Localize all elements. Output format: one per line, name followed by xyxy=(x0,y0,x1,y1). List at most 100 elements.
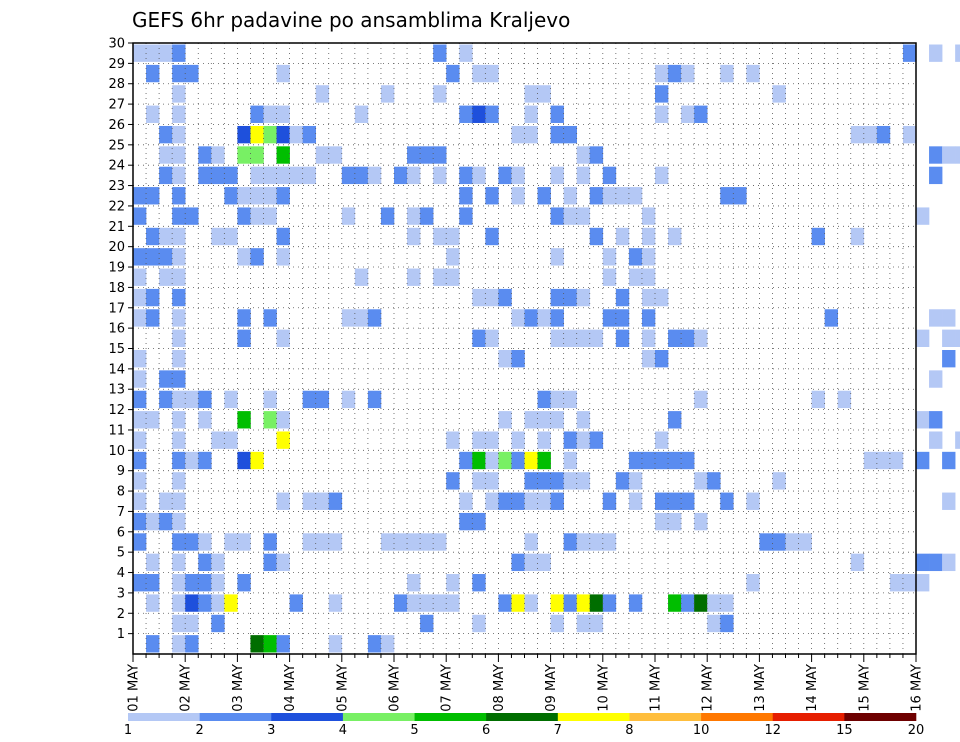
heatmap-cell xyxy=(146,635,160,653)
legend-label: 3 xyxy=(267,723,275,738)
heatmap-cell xyxy=(250,451,264,470)
heatmap-cell xyxy=(720,187,734,205)
heatmap-cell xyxy=(550,411,564,429)
heatmap-cell xyxy=(198,166,212,185)
heatmap-cell xyxy=(655,451,669,470)
heatmap-cell xyxy=(720,614,734,633)
heatmap-cell xyxy=(250,248,264,266)
x-axis: 01 MAY 02 MAY 03 MAY 04 MAY 05 MAY 06 MAY 07 M… xyxy=(127,654,925,712)
heatmap-cell xyxy=(211,227,225,246)
heatmap-cell xyxy=(276,411,290,429)
y-tick-label: 3 xyxy=(117,586,125,601)
y-tick-label: 4 xyxy=(117,566,125,581)
heatmap-cell xyxy=(172,533,186,551)
heatmap-cell xyxy=(916,574,930,592)
heatmap-cell xyxy=(472,472,486,490)
heatmap-cell xyxy=(133,411,147,429)
heatmap-cell xyxy=(707,472,721,490)
heatmap-cell xyxy=(524,411,538,429)
heatmap-cell xyxy=(133,207,147,225)
heatmap-cell xyxy=(524,85,538,103)
heatmap-cell xyxy=(354,166,369,185)
heatmap-cell xyxy=(315,85,330,103)
heatmap-cell xyxy=(955,431,960,449)
heatmap-cell xyxy=(929,309,943,327)
heatmap-cell xyxy=(302,390,316,409)
y-tick-label: 19 xyxy=(108,261,125,276)
heatmap-cell xyxy=(942,492,956,510)
heatmap-cell xyxy=(628,187,643,205)
heatmap-cell xyxy=(146,64,160,83)
heatmap-cell xyxy=(576,329,591,347)
heatmap-cell xyxy=(237,329,251,347)
heatmap-cell xyxy=(211,146,225,164)
heatmap-cell xyxy=(224,594,238,612)
heatmap-cell xyxy=(628,472,643,490)
heatmap-cell xyxy=(263,411,277,429)
heatmap-cell xyxy=(694,512,708,531)
heatmap-cell xyxy=(681,451,695,470)
heatmap-cell xyxy=(159,390,173,409)
legend-label: 20 xyxy=(908,723,925,738)
legend-swatch xyxy=(414,713,487,721)
heatmap-cell xyxy=(185,533,199,551)
heatmap-cell xyxy=(889,451,904,470)
heatmap-cell xyxy=(315,390,330,409)
heatmap-cell xyxy=(485,64,499,83)
y-tick-label: 29 xyxy=(108,57,125,72)
heatmap-cell xyxy=(341,207,356,225)
heatmap-cell xyxy=(367,166,382,185)
heatmap-cells xyxy=(133,44,960,653)
heatmap-cell xyxy=(276,105,290,123)
heatmap-cell xyxy=(433,85,447,103)
heatmap-cell xyxy=(524,309,538,327)
x-tick-label: 03 MAY xyxy=(231,664,246,712)
heatmap-cell xyxy=(929,370,943,388)
heatmap-cell xyxy=(563,594,577,612)
heatmap-cell xyxy=(133,268,147,286)
heatmap-cell xyxy=(485,431,499,449)
y-tick-label: 11 xyxy=(108,423,125,438)
heatmap-cell xyxy=(446,472,460,490)
heatmap-cell xyxy=(602,268,617,286)
heatmap-cell xyxy=(237,146,251,164)
heatmap-cell xyxy=(929,146,943,164)
heatmap-cell xyxy=(942,553,956,572)
heatmap-cell xyxy=(407,594,421,612)
heatmap-cell xyxy=(668,594,682,612)
heatmap-cell xyxy=(172,451,186,470)
heatmap-cell xyxy=(537,472,551,490)
heatmap-cell xyxy=(655,431,669,449)
heatmap-cell xyxy=(276,431,290,449)
heatmap-cell xyxy=(759,533,773,551)
heatmap-cell xyxy=(772,472,786,490)
heatmap-cell xyxy=(328,594,343,612)
heatmap-cell xyxy=(589,614,604,633)
heatmap-cell xyxy=(524,451,538,470)
heatmap-cell xyxy=(537,431,551,449)
heatmap-cell xyxy=(446,227,460,246)
heatmap-cell xyxy=(172,166,186,185)
heatmap-cell xyxy=(328,146,343,164)
heatmap-cell xyxy=(576,166,591,185)
heatmap-cell xyxy=(250,146,264,164)
heatmap-cell xyxy=(472,512,486,531)
x-tick-label: 14 MAY xyxy=(805,664,820,712)
heatmap-cell xyxy=(159,44,173,62)
heatmap-cell xyxy=(668,227,682,246)
heatmap-cell xyxy=(537,553,551,572)
heatmap-cell xyxy=(172,207,186,225)
heatmap-cell xyxy=(289,166,303,185)
y-tick-label: 1 xyxy=(117,627,125,642)
heatmap-cell xyxy=(485,472,499,490)
heatmap-cell xyxy=(328,635,343,653)
heatmap-cell xyxy=(328,492,343,510)
heatmap-cell xyxy=(172,227,186,246)
y-tick-label: 6 xyxy=(117,525,125,540)
heatmap-cell xyxy=(668,451,682,470)
heatmap-cell xyxy=(224,227,238,246)
heatmap-cell xyxy=(172,574,186,592)
heatmap-cell xyxy=(889,574,904,592)
heatmap-cell xyxy=(511,166,525,185)
heatmap-cell xyxy=(250,105,264,123)
